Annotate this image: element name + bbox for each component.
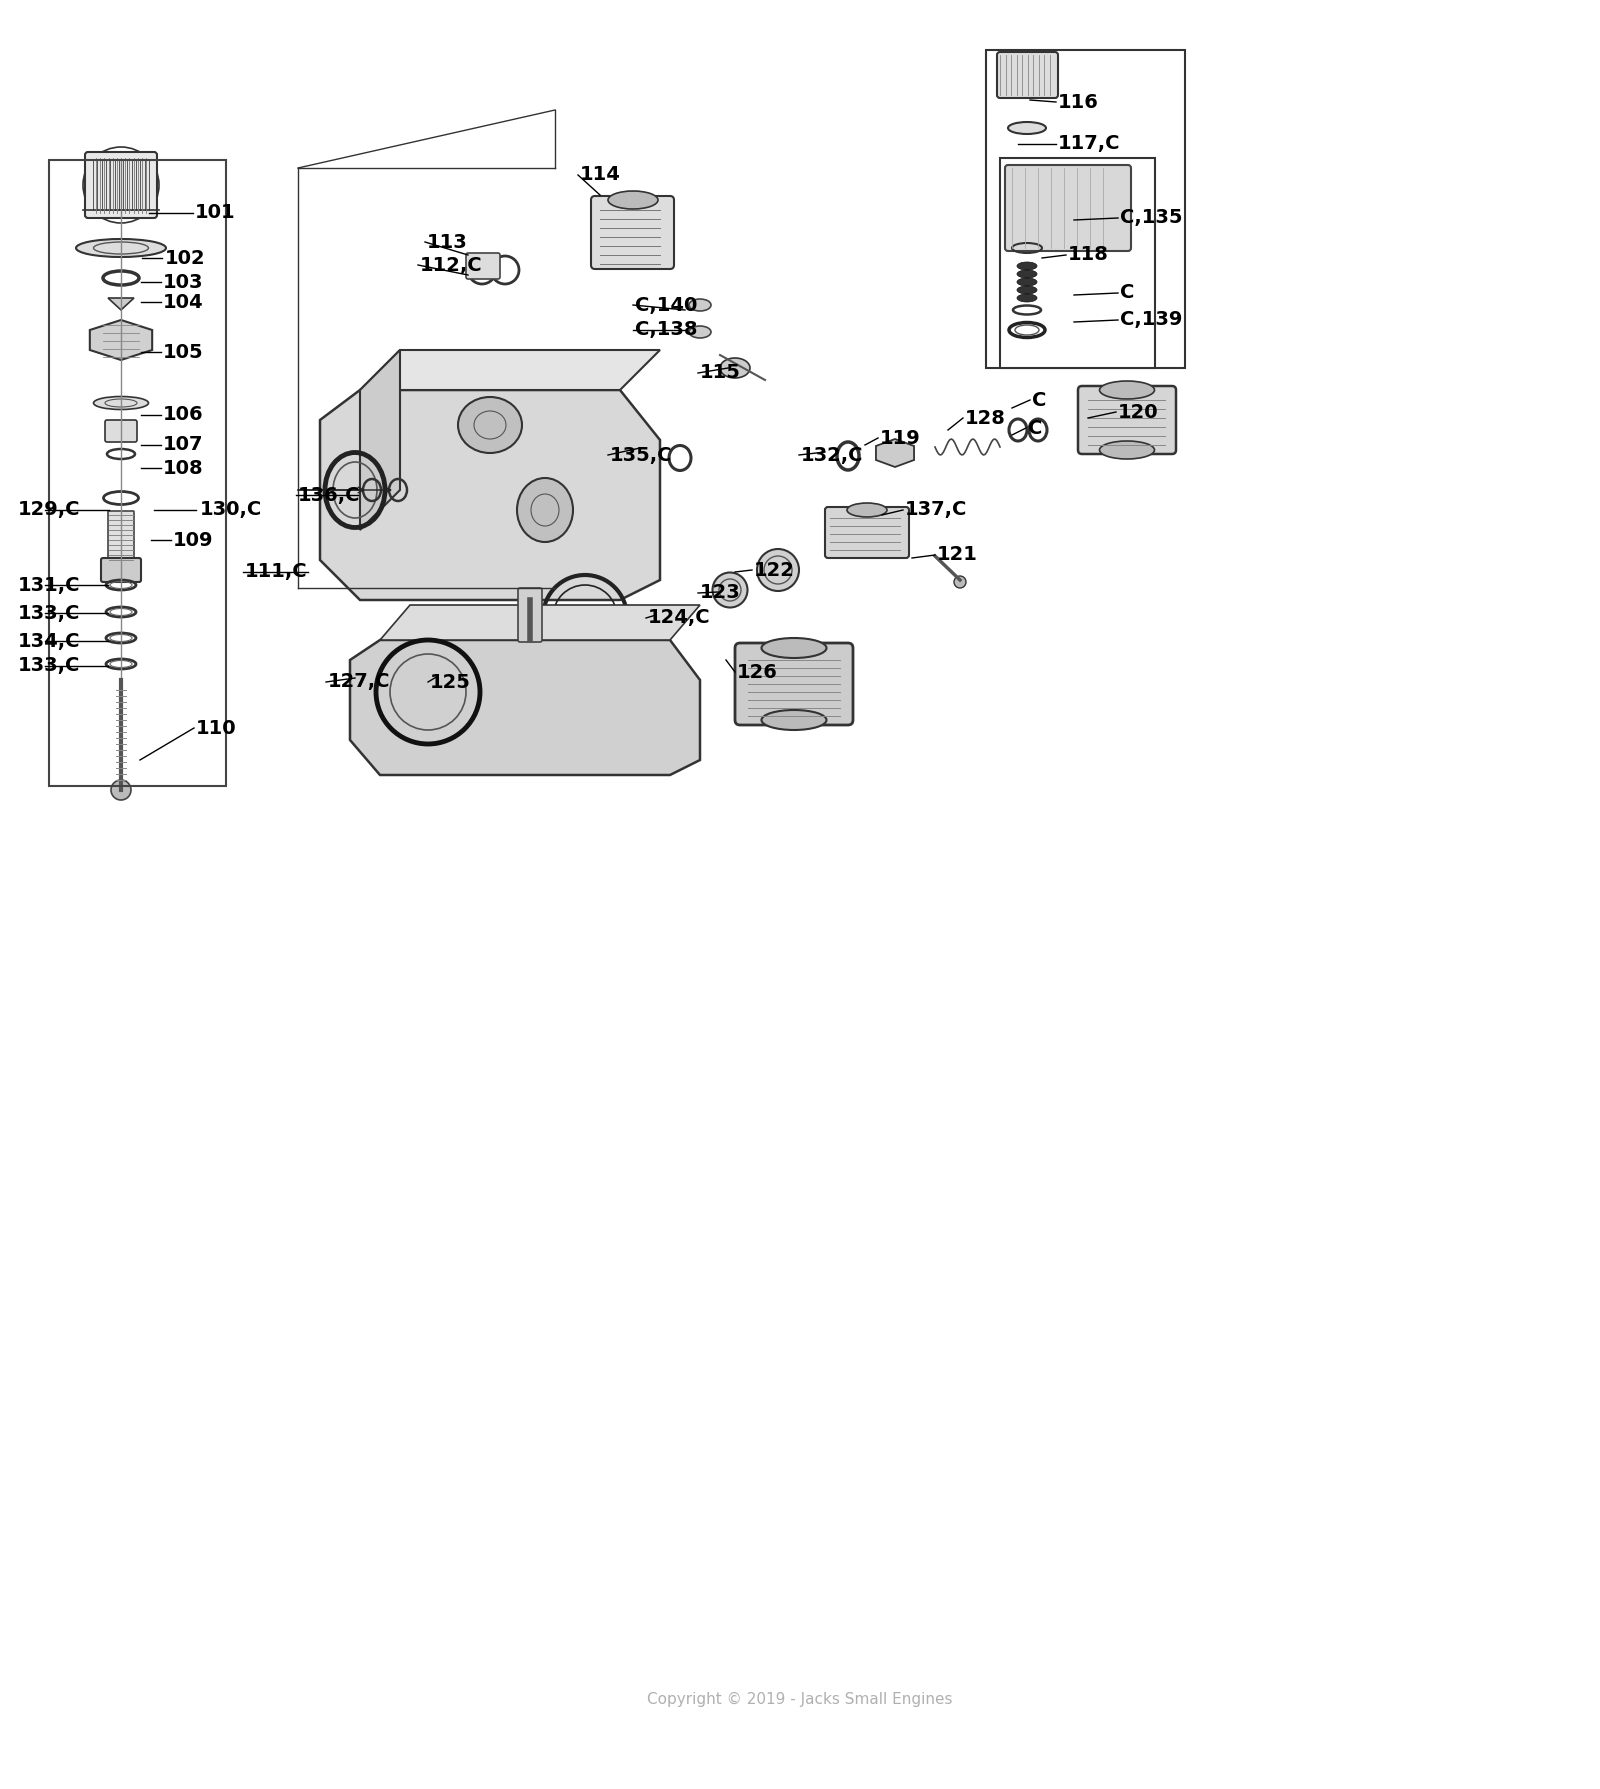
Text: C,135: C,135 [1120,209,1182,227]
FancyBboxPatch shape [109,512,134,564]
Polygon shape [360,351,400,530]
Ellipse shape [762,639,827,658]
Polygon shape [109,299,134,309]
Text: 129,C: 129,C [18,501,80,519]
Text: 119: 119 [880,429,920,447]
Text: 126: 126 [738,662,778,682]
Text: 124,C: 124,C [648,608,710,628]
Text: 106: 106 [163,406,203,424]
Ellipse shape [1018,286,1037,293]
Text: C: C [1032,390,1046,410]
Text: 133,C: 133,C [18,603,80,623]
Text: 121: 121 [938,546,978,565]
Text: 105: 105 [163,342,203,361]
Text: 125: 125 [430,673,470,692]
Text: 103: 103 [163,272,203,292]
Circle shape [954,576,966,589]
Bar [986,50,1186,369]
Text: 137,C: 137,C [906,501,968,519]
Text: 128: 128 [965,408,1006,428]
Text: 118: 118 [1069,245,1109,265]
Polygon shape [360,351,661,390]
Ellipse shape [1018,293,1037,302]
Ellipse shape [712,572,747,608]
Ellipse shape [1008,122,1046,134]
Text: 102: 102 [165,249,206,268]
Text: 108: 108 [163,458,203,478]
Text: 132,C: 132,C [802,445,864,465]
Text: 109: 109 [173,531,213,549]
Ellipse shape [77,240,166,258]
FancyBboxPatch shape [997,52,1058,98]
Text: C,139: C,139 [1120,311,1182,329]
Text: 120: 120 [1118,403,1158,422]
Polygon shape [875,438,914,467]
Text: 112,C: 112,C [419,256,483,274]
Text: Copyright © 2019 - Jacks Small Engines: Copyright © 2019 - Jacks Small Engines [648,1691,952,1707]
Polygon shape [320,390,661,599]
Ellipse shape [1018,270,1037,277]
Ellipse shape [757,549,798,590]
FancyBboxPatch shape [106,420,138,442]
Text: C,140: C,140 [635,295,698,315]
FancyBboxPatch shape [734,642,853,725]
Ellipse shape [1099,381,1155,399]
Bar [50,159,226,785]
Text: 110: 110 [195,719,237,737]
FancyBboxPatch shape [85,152,157,218]
Text: 133,C: 133,C [18,657,80,676]
FancyBboxPatch shape [590,197,674,268]
Text: 135,C: 135,C [610,445,672,465]
Ellipse shape [720,358,750,377]
FancyBboxPatch shape [518,589,542,642]
Text: 107: 107 [163,435,203,454]
Ellipse shape [1018,261,1037,270]
Ellipse shape [690,326,710,338]
Text: 136,C: 136,C [298,485,360,504]
Ellipse shape [93,397,149,410]
Text: C,138: C,138 [635,320,698,340]
Polygon shape [90,320,152,360]
Ellipse shape [1099,442,1155,460]
Text: 116: 116 [1058,93,1099,111]
Text: 134,C: 134,C [18,632,80,651]
Text: 104: 104 [163,292,203,311]
FancyBboxPatch shape [1078,386,1176,454]
Text: 130,C: 130,C [200,501,262,519]
Text: 113: 113 [427,233,467,252]
Text: C: C [1027,419,1042,438]
Polygon shape [350,640,701,775]
FancyBboxPatch shape [1005,165,1131,250]
Text: 117,C: 117,C [1058,134,1120,154]
Ellipse shape [1018,277,1037,286]
Ellipse shape [846,503,886,517]
Ellipse shape [517,478,573,542]
Text: 114: 114 [579,166,621,184]
Text: 127,C: 127,C [328,673,390,692]
Ellipse shape [690,299,710,311]
Text: 131,C: 131,C [18,576,80,594]
Ellipse shape [458,397,522,453]
Circle shape [110,780,131,800]
Text: 115: 115 [701,363,741,383]
Text: 123: 123 [701,583,741,603]
Text: 122: 122 [754,560,795,580]
Polygon shape [381,605,701,640]
FancyBboxPatch shape [101,558,141,581]
FancyBboxPatch shape [826,506,909,558]
Text: 111,C: 111,C [245,562,307,581]
Ellipse shape [762,710,827,730]
Bar [1000,157,1155,369]
FancyBboxPatch shape [466,252,499,279]
Text: 101: 101 [195,204,235,222]
Text: C: C [1120,283,1134,302]
Ellipse shape [608,191,658,209]
